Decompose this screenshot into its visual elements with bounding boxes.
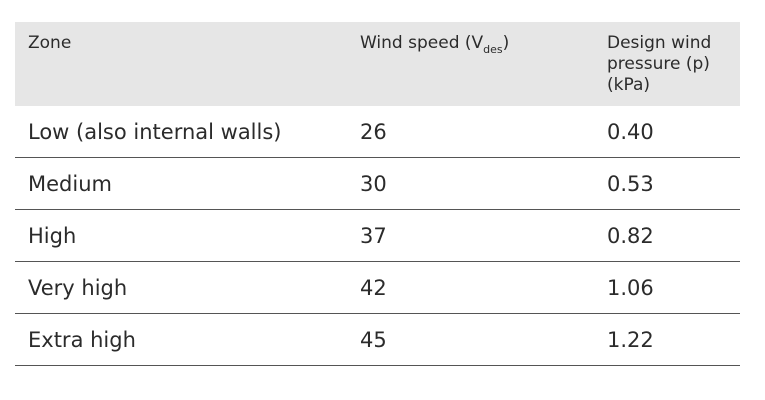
cell-zone: Medium	[28, 171, 112, 196]
header-wind-speed-label: Wind speed (V	[360, 33, 484, 53]
table-row: High 37 0.82	[15, 210, 740, 262]
cell-speed: 42	[360, 275, 387, 300]
cell-zone: Low (also internal walls)	[28, 119, 282, 144]
header-wind-speed-close: )	[502, 33, 510, 53]
cell-speed: 37	[360, 223, 387, 248]
table-header: Zone Wind speed (Vdes) Design wind press…	[15, 22, 740, 106]
cell-pressure: 0.40	[607, 119, 654, 144]
header-wind-speed-subscript: des	[483, 43, 503, 56]
cell-pressure: 0.53	[607, 171, 654, 196]
header-wind-speed: Wind speed (Vdes)	[360, 22, 607, 106]
cell-pressure: 1.06	[607, 275, 654, 300]
header-pressure: Design wind pressure (p) (kPa)	[607, 33, 712, 95]
cell-pressure: 1.22	[607, 327, 654, 352]
cell-zone: High	[28, 223, 77, 248]
cell-speed: 45	[360, 327, 387, 352]
cell-speed: 30	[360, 171, 387, 196]
table-row: Medium 30 0.53	[15, 158, 740, 210]
cell-pressure: 0.82	[607, 223, 654, 248]
table-row: Extra high 45 1.22	[15, 314, 740, 366]
cell-zone: Very high	[28, 275, 128, 300]
table-row: Very high 42 1.06	[15, 262, 740, 314]
wind-zone-table: Zone Wind speed (Vdes) Design wind press…	[15, 22, 740, 366]
cell-speed: 26	[360, 119, 387, 144]
cell-zone: Extra high	[28, 327, 136, 352]
table-row: Low (also internal walls) 26 0.40	[15, 106, 740, 158]
header-zone: Zone	[28, 33, 72, 53]
